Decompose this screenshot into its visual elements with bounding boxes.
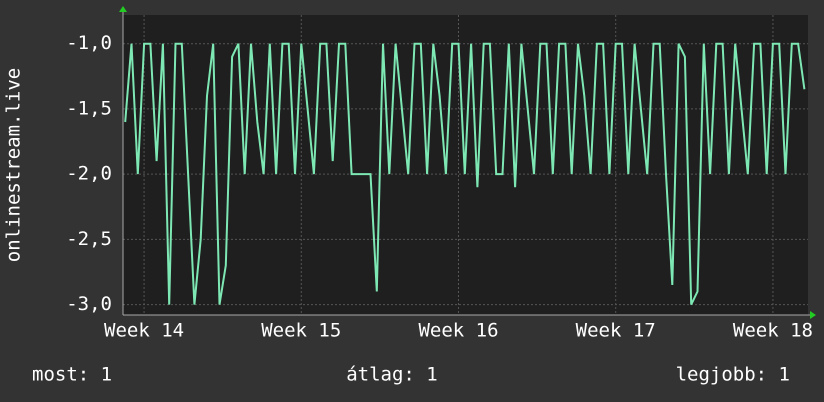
marks [124, 42, 806, 306]
legend-best: legjobb: 1 [676, 364, 790, 386]
series-line [124, 42, 806, 306]
y-tick-label: -1,0 [66, 32, 112, 54]
legend-now: most: 1 [32, 364, 112, 386]
x-tick-label: Week 15 [261, 320, 341, 342]
y-tick-label: -3,0 [66, 293, 112, 315]
x-tick-label: Week 16 [418, 320, 498, 342]
y-tick-label: -2,5 [66, 228, 112, 250]
y-tick-label: -2,0 [66, 163, 112, 185]
x-tick-label: Week 14 [104, 320, 184, 342]
legend-avg: átlag: 1 [346, 364, 438, 386]
x-tick-label: Week 17 [576, 320, 656, 342]
y-arrow [119, 6, 127, 12]
x-tick-label: Week 18 [733, 320, 813, 342]
x-arrow [810, 311, 816, 319]
y-axis-label: onlinestream.live [3, 68, 25, 262]
y-tick-label: -1,5 [66, 97, 112, 119]
